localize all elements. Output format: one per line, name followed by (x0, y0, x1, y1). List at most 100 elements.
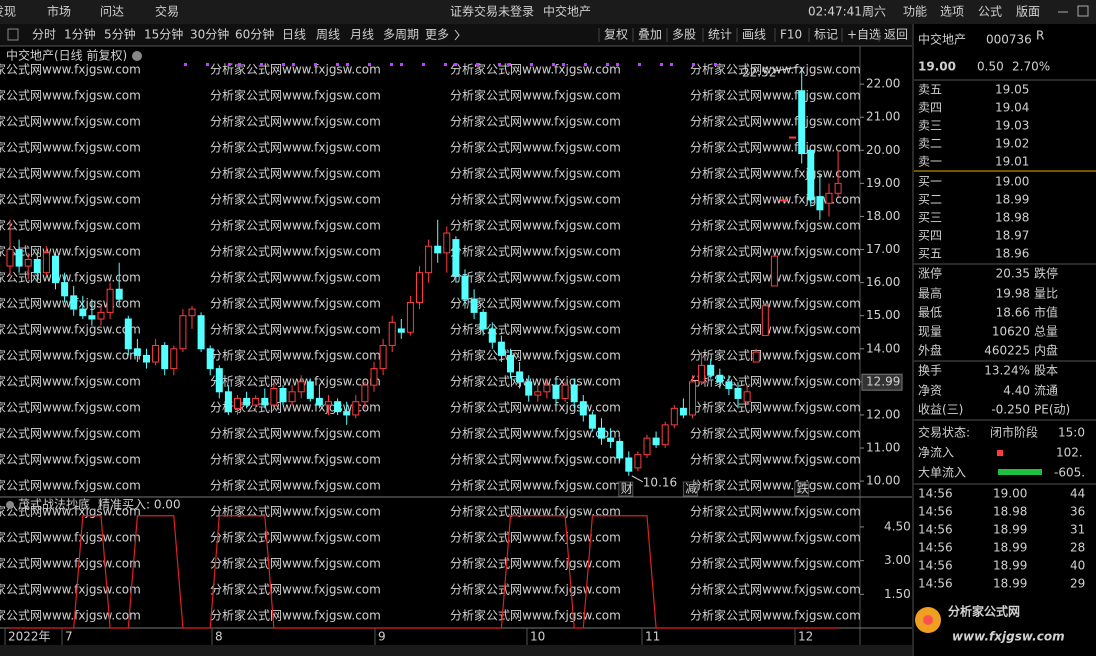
x-tick-label: 2022年 (8, 630, 51, 644)
candle-body (297, 381, 305, 393)
tool-button[interactable]: 叠加 (638, 28, 662, 42)
indicator-name: 茂式战法抄底 (18, 497, 90, 512)
flow-value: 102. (1056, 446, 1083, 460)
watermark: 分析家公式网www.fxjgsw.com (690, 348, 861, 363)
watermark: 分析家公式网www.fxjgsw.com (690, 478, 861, 493)
candle-body (124, 318, 132, 350)
period-tab[interactable]: 多周期 (383, 28, 419, 42)
ask-price: 19.01 (995, 155, 1029, 169)
period-tab[interactable]: 1分钟 (64, 27, 96, 42)
tool-button[interactable]: 统计 (708, 28, 732, 42)
weekday: 周六 (862, 5, 886, 19)
signal-dot (660, 63, 663, 66)
candle-body (543, 384, 551, 393)
candle-body (561, 384, 569, 399)
menu-item[interactable]: 交易 (155, 4, 179, 19)
period-tab[interactable]: 日线 (282, 28, 306, 42)
period-tab[interactable]: 5分钟 (104, 27, 136, 42)
indicator-dropdown[interactable] (6, 501, 14, 509)
period-tab[interactable]: 60分钟 (235, 27, 274, 42)
watermark: 分析家公式网www.fxjgsw.com (0, 166, 141, 181)
change-pct: 2.70% (1012, 60, 1050, 74)
watermark: 分析家公式网www.fxjgsw.com (0, 582, 141, 597)
menu-item[interactable]: 选项 (940, 5, 964, 19)
watermark: 分析家公式网www.fxjgsw.com (690, 452, 861, 467)
tick-time: 14:56 (918, 523, 953, 537)
watermark: 分析家公式网www.fxjgsw.com (0, 374, 141, 389)
ask-label: 卖二 (918, 137, 942, 151)
period-tab[interactable]: 30分钟 (190, 27, 229, 42)
candle-body (406, 301, 414, 333)
watermark: 分析家公式网www.fxjgsw.com (450, 192, 621, 207)
period-tab[interactable]: 分时 (32, 28, 56, 42)
menu-item[interactable]: 发现 (0, 4, 16, 19)
watermark: 分析家公式网www.fxjgsw.com (450, 400, 621, 415)
bid-price: 18.98 (995, 211, 1029, 225)
tick-time: 14:56 (918, 577, 953, 591)
period-tab[interactable]: 15分钟 (144, 27, 183, 42)
watermark: 分析家公式网www.fxjgsw.com (690, 140, 861, 155)
watermark: 分析家公式网www.fxjgsw.com (210, 504, 381, 519)
candle-body (352, 401, 360, 416)
bid-label: 买二 (918, 193, 942, 207)
stat-label: 外盘 (918, 343, 942, 358)
period-tab[interactable]: 月线 (350, 28, 374, 42)
menu-item[interactable]: 版面 (1016, 5, 1040, 19)
tool-button[interactable]: 标记 (814, 28, 838, 42)
candle-body (725, 381, 733, 389)
stat-value: 18.66 (996, 306, 1030, 320)
candle-body (434, 245, 442, 254)
tick-price: 18.99 (993, 523, 1027, 537)
watermark: 分析家公式网www.fxjgsw.com (0, 218, 141, 233)
menu-item[interactable]: 公式 (978, 5, 1002, 19)
period-tab[interactable]: 更多 (425, 28, 449, 42)
x-tick-label: 11 (645, 630, 660, 644)
watermark: 分析家公式网www.fxjgsw.com (690, 166, 861, 181)
watermark: 分析家公式网www.fxjgsw.com (210, 296, 381, 311)
watermark: 分析家公式网www.fxjgsw.com (450, 608, 621, 623)
watermark: 分析家公式网www.fxjgsw.com (210, 140, 381, 155)
y-tick-label: 1.50 (884, 587, 911, 601)
candle-body (379, 344, 387, 370)
candle-body (816, 196, 824, 211)
menu-item[interactable]: 问达 (100, 5, 124, 19)
watermark: 分析家公式网www.fxjgsw.com (0, 400, 141, 415)
candle-body (570, 384, 578, 403)
state-time: 15:0 (1058, 426, 1085, 440)
tool-button[interactable]: F10 (780, 28, 802, 42)
tick-time: 14:56 (918, 559, 953, 573)
ask-label: 卖一 (918, 155, 942, 169)
watermark: 分析家公式网www.fxjgsw.com (450, 452, 621, 467)
tool-button[interactable]: 画线 (742, 28, 766, 42)
change: 0.50 (977, 60, 1004, 74)
signal-dot (282, 63, 285, 66)
stock-flag: R (1036, 29, 1044, 43)
tool-button[interactable]: 复权 (604, 28, 628, 42)
tool-button[interactable]: 多股 (672, 28, 696, 42)
menu-item[interactable]: 功能 (903, 5, 927, 19)
y-tick-label: 22.00 (866, 77, 900, 91)
logo-url: www.fxjgsw.com (952, 630, 1065, 644)
ask-price: 19.04 (995, 101, 1029, 115)
candle-body (516, 371, 524, 383)
stat-label: 内盘 (1034, 343, 1058, 358)
scrollbar (0, 645, 912, 656)
candle-body (6, 249, 14, 267)
y-tick-label: 21.00 (866, 110, 900, 124)
signal-dot (454, 63, 457, 66)
tool-button[interactable]: +自选 (847, 28, 881, 42)
watermark: 分析家公式网www.fxjgsw.com (690, 426, 861, 441)
title-dropdown[interactable] (132, 51, 142, 61)
menu-item[interactable]: 市场 (47, 4, 71, 19)
period-tab[interactable]: 周线 (316, 28, 340, 42)
candle-body (234, 397, 241, 409)
window-button[interactable] (1077, 5, 1089, 17)
chevron (454, 29, 460, 41)
candle-body (798, 90, 806, 155)
signal-dot (476, 63, 479, 66)
candle-body (625, 457, 633, 472)
indicator-line (10, 515, 839, 629)
tick-price: 18.98 (993, 505, 1027, 519)
stat-label: 换手 (918, 364, 942, 378)
tool-button[interactable]: 返回 (884, 28, 908, 42)
